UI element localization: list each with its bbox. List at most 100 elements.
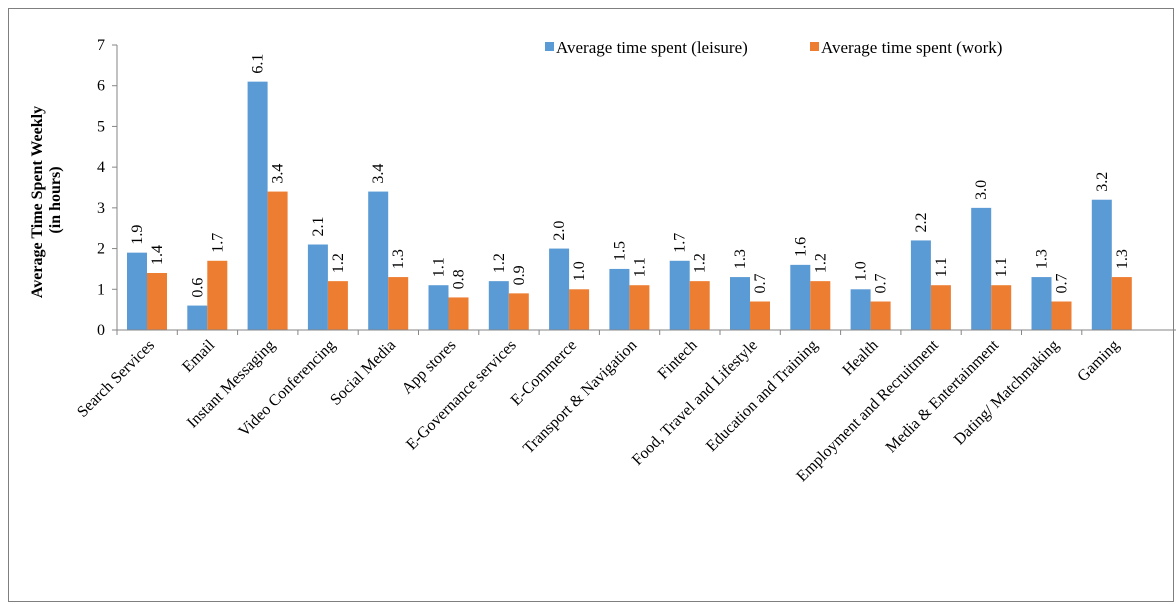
legend: Average time spent (leisure) Average time…: [545, 38, 1002, 57]
bar-work: [689, 281, 710, 330]
bar-leisure: [127, 252, 147, 330]
x-tick-label: Transport & Navigation: [520, 337, 640, 457]
data-label: 1.1: [631, 257, 648, 277]
y-axis-label-line-2: (in hours): [47, 166, 64, 233]
x-tick-label: App stores: [399, 337, 460, 398]
data-label: 3.2: [1094, 172, 1111, 192]
y-tick-label: 7: [97, 37, 105, 54]
bar-leisure: [549, 248, 570, 330]
data-label: 1.1: [933, 257, 950, 277]
bar-leisure: [971, 207, 992, 330]
x-tick-label: Education and Training: [703, 337, 821, 455]
y-tick-label: 0: [97, 322, 105, 339]
data-label: 1.1: [431, 257, 448, 277]
legend-label: Average time spent (work): [821, 38, 1002, 57]
data-label: 1.7: [209, 233, 226, 253]
bar-work: [750, 301, 770, 330]
y-tick-label: 6: [97, 78, 105, 95]
bar-work: [448, 297, 469, 330]
bar-leisure: [850, 289, 871, 330]
data-label: 0.6: [189, 278, 206, 298]
data-label: 1.0: [571, 261, 588, 281]
data-label: 0.7: [1054, 274, 1071, 294]
data-label: 6.1: [250, 54, 267, 74]
data-label: 3.4: [270, 164, 287, 184]
data-label: 1.3: [1034, 249, 1051, 269]
data-label: 1.7: [672, 233, 689, 253]
y-axis-label: Average Time Spent Weekly (in hours): [29, 102, 64, 298]
x-tick-label: Food, Travel and Lifestyle: [629, 337, 761, 469]
x-tick-label: Health: [839, 337, 881, 379]
bar-work: [508, 293, 529, 330]
data-label: 3.4: [370, 164, 387, 184]
bar-leisure: [307, 244, 328, 330]
bar-work: [569, 289, 590, 330]
y-axis: 0 1 2 3 4 5 6 7: [97, 37, 118, 339]
data-label: 0.8: [451, 269, 468, 289]
data-label: 3.0: [973, 180, 990, 200]
y-tick-label: 5: [97, 118, 105, 135]
bar-work: [1111, 277, 1132, 330]
x-tick-label: Fintech: [655, 337, 701, 383]
bar-work: [327, 281, 348, 330]
bar-work: [870, 301, 891, 330]
data-label: 1.3: [1114, 249, 1131, 269]
x-tick-label: Media & Entertainment: [883, 336, 1003, 456]
x-tick-label: E-Governance services: [403, 337, 520, 454]
y-axis-label-line-1: Average Time Spent Weekly: [29, 106, 46, 298]
y-tick-label: 4: [97, 159, 105, 176]
data-label: 1.9: [129, 225, 146, 245]
bar-leisure: [730, 277, 750, 330]
data-label: 1.6: [792, 237, 809, 257]
data-label: 1.3: [732, 249, 749, 269]
legend-label: Average time spent (leisure): [556, 38, 748, 57]
bar-work: [207, 260, 228, 330]
bar-leisure: [609, 268, 630, 330]
bar-leisure: [488, 281, 509, 330]
bar-leisure: [247, 81, 268, 331]
x-tick-label: Search Services: [74, 337, 158, 421]
data-label: 2.2: [913, 212, 930, 232]
x-tick-label: Dating/ Matchmaking: [951, 337, 1063, 449]
data-label: 0.7: [873, 274, 890, 294]
y-tick-label: 3: [97, 200, 105, 217]
legend-swatch: [545, 42, 554, 51]
data-label: 1.1: [993, 257, 1010, 277]
bar-leisure: [1091, 199, 1112, 330]
bar-work: [629, 285, 650, 330]
bar-work: [991, 285, 1012, 330]
bar-leisure: [1031, 277, 1052, 330]
x-tick-label: Social Media: [327, 337, 399, 409]
bar-leisure: [669, 260, 690, 330]
bar-work: [388, 277, 409, 330]
data-label: 1.5: [611, 241, 628, 261]
data-label: 2.0: [551, 221, 568, 241]
x-tick-label: Gaming: [1074, 337, 1122, 385]
data-label: 2.1: [310, 217, 327, 237]
data-label: 0.9: [511, 265, 528, 285]
data-label: 1.4: [149, 245, 166, 265]
data-label: 1.2: [812, 253, 829, 273]
bar-work: [930, 285, 951, 330]
data-label: 1.2: [692, 253, 709, 273]
bar-work: [810, 281, 831, 330]
x-tick-label: Email: [179, 336, 218, 375]
bar-leisure: [790, 264, 811, 330]
bars: 1.91.40.61.76.13.42.11.23.41.3 1.10.81.20…: [127, 54, 1132, 331]
data-label: 1.2: [330, 253, 347, 273]
bar-work: [267, 191, 288, 330]
legend-swatch: [810, 42, 819, 51]
bar-leisure: [187, 305, 208, 330]
bar-leisure: [368, 191, 389, 330]
data-label: 1.2: [491, 253, 508, 273]
data-label: 0.7: [752, 274, 769, 294]
y-tick-label: 1: [97, 281, 105, 298]
bar-leisure: [428, 285, 449, 330]
data-label: 1.0: [853, 261, 870, 281]
bar-work: [1051, 301, 1072, 330]
bar-leisure: [910, 240, 931, 330]
data-label: 1.3: [390, 249, 407, 269]
bar-work: [147, 273, 167, 330]
